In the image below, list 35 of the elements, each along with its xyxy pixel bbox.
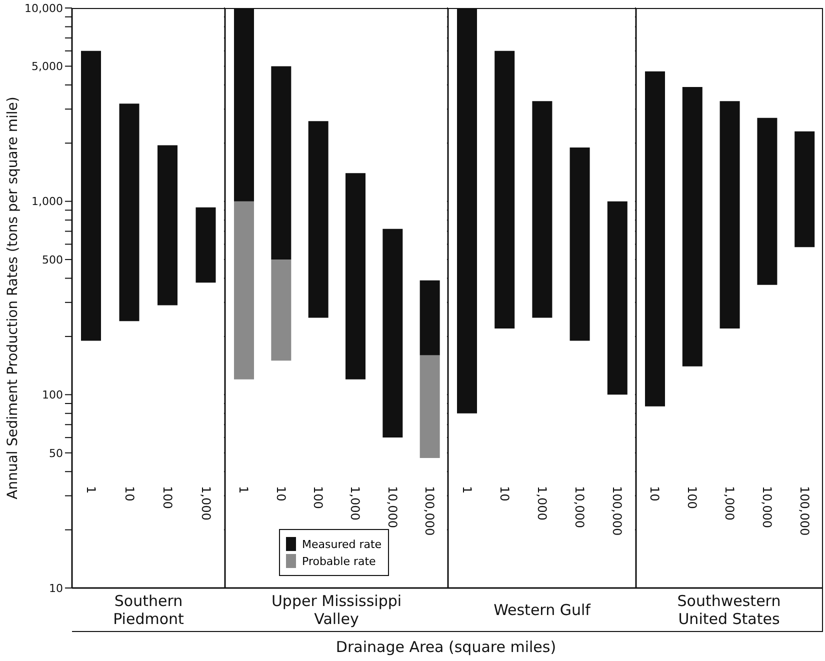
y-tick-label: 100: [42, 388, 63, 402]
x-axis-title: Upper Mississippi Valley: [225, 588, 448, 632]
x-axis-title: Southern Piedmont: [72, 588, 225, 632]
y-tick-label: 5,000: [32, 60, 63, 74]
x-tick-label: 10: [122, 486, 136, 502]
legend-label: Measured rate: [302, 538, 382, 550]
x-tick-label: 1: [460, 486, 474, 494]
x-tick-label: 100: [685, 486, 700, 509]
x-tick-label: 10,000: [760, 486, 774, 528]
x-tick-label: 10,000: [572, 486, 587, 528]
x-axis-title: Southwestern United States: [636, 588, 823, 632]
x-tick-label: 1: [84, 486, 98, 494]
x-tick-label: 1,000: [722, 486, 736, 520]
x-tick-label: 1,000: [535, 486, 549, 520]
x-tick-label: 10: [648, 486, 662, 502]
x-tick-label: 100,000: [610, 486, 624, 536]
x-tick-label: 100: [310, 486, 325, 509]
x-tick-label: 10: [497, 486, 512, 502]
y-tick-label: 10: [49, 582, 63, 595]
y-tick-label: 500: [42, 253, 63, 266]
x-tick-label: 1,000: [198, 486, 213, 520]
x-tick-label: 100,000: [797, 486, 812, 536]
x-tick-label: 100: [160, 486, 175, 509]
y-tick-label: 1,000: [32, 195, 63, 208]
x-tick-label: 1: [236, 486, 251, 494]
y-tick-label: 50: [49, 446, 63, 460]
x-tick-label: 10,000: [385, 486, 400, 528]
x-tick-label: 100,000: [422, 486, 436, 536]
y-tick-label: 10,000: [24, 2, 63, 15]
x-tick-label: 10: [274, 486, 288, 502]
legend-label: Probable rate: [302, 554, 376, 568]
y-axis-title: Annual Sediment Production Rates (tons per square mile): [4, 96, 21, 500]
x-tick-label: 1,000: [348, 486, 362, 520]
x-axis-title: Western Gulf: [448, 588, 636, 632]
text: Drainage Area (square miles): [334, 638, 558, 656]
